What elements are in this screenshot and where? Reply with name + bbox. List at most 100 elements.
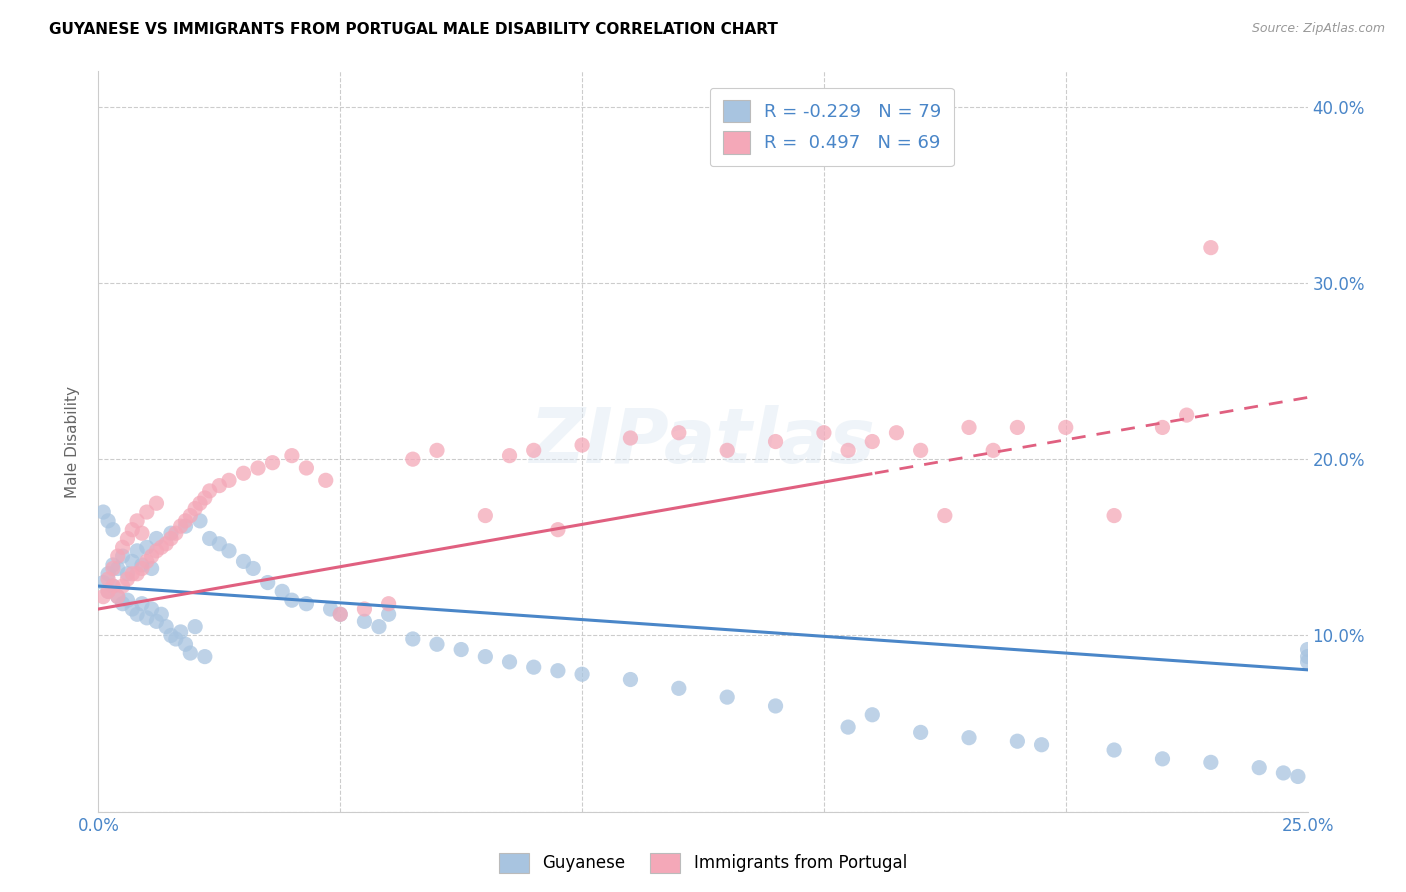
Point <box>619 673 641 687</box>
Point <box>155 619 177 633</box>
Point <box>368 619 391 633</box>
Point <box>450 642 472 657</box>
Point <box>1296 655 1319 669</box>
Point <box>131 558 153 572</box>
Point <box>523 660 546 674</box>
Point <box>232 554 254 568</box>
Point <box>1007 734 1029 748</box>
Point <box>111 597 134 611</box>
Legend: Guyanese, Immigrants from Portugal: Guyanese, Immigrants from Portugal <box>492 847 914 880</box>
Point <box>117 572 139 586</box>
Point <box>127 566 149 581</box>
Point <box>141 602 163 616</box>
Point <box>107 590 129 604</box>
Legend: R = -0.229   N = 79, R =  0.497   N = 69: R = -0.229 N = 79, R = 0.497 N = 69 <box>710 87 953 166</box>
Point <box>247 461 270 475</box>
Point <box>329 607 352 622</box>
Point <box>160 526 183 541</box>
Point <box>934 508 956 523</box>
Point <box>218 544 240 558</box>
Point <box>101 523 124 537</box>
Point <box>141 561 163 575</box>
Point <box>232 467 254 481</box>
Point <box>160 628 183 642</box>
Point <box>353 615 375 629</box>
Point <box>107 590 129 604</box>
Point <box>218 473 240 487</box>
Point <box>716 443 738 458</box>
Point <box>1102 743 1125 757</box>
Point <box>97 572 120 586</box>
Point <box>1272 766 1295 780</box>
Point <box>571 667 593 681</box>
Point <box>188 496 211 510</box>
Point <box>668 425 690 440</box>
Point <box>127 607 149 622</box>
Point <box>131 561 153 575</box>
Point <box>208 537 231 551</box>
Point <box>1296 649 1319 664</box>
Point <box>402 632 425 646</box>
Point <box>377 597 399 611</box>
Point <box>208 478 231 492</box>
Point <box>1102 508 1125 523</box>
Point <box>1054 420 1077 434</box>
Point <box>198 483 221 498</box>
Point <box>765 434 787 449</box>
Point <box>256 575 278 590</box>
Point <box>765 698 787 713</box>
Point <box>150 607 173 622</box>
Point <box>141 549 163 563</box>
Point <box>145 615 167 629</box>
Point <box>319 602 342 616</box>
Point <box>131 597 153 611</box>
Y-axis label: Male Disability: Male Disability <box>65 385 80 498</box>
Point <box>127 544 149 558</box>
Point <box>377 607 399 622</box>
Point <box>474 508 496 523</box>
Point <box>135 541 157 555</box>
Point <box>1199 241 1222 255</box>
Point <box>668 681 690 696</box>
Point <box>145 532 167 546</box>
Point <box>498 655 520 669</box>
Point <box>619 431 641 445</box>
Point <box>97 584 120 599</box>
Point <box>160 532 183 546</box>
Point <box>523 443 546 458</box>
Point <box>101 561 124 575</box>
Point <box>981 443 1004 458</box>
Point <box>1199 756 1222 770</box>
Point <box>271 584 294 599</box>
Point <box>837 443 859 458</box>
Point <box>131 526 153 541</box>
Point <box>117 532 139 546</box>
Point <box>813 425 835 440</box>
Point <box>97 584 120 599</box>
Point <box>1007 420 1029 434</box>
Point <box>716 690 738 705</box>
Point <box>91 575 114 590</box>
Point <box>169 519 191 533</box>
Point <box>281 449 304 463</box>
Point <box>135 611 157 625</box>
Point <box>135 554 157 568</box>
Point <box>97 514 120 528</box>
Point <box>1152 420 1174 434</box>
Point <box>97 566 120 581</box>
Point <box>547 523 569 537</box>
Point <box>135 505 157 519</box>
Point <box>101 558 124 572</box>
Point <box>1286 769 1309 783</box>
Point <box>184 501 207 516</box>
Point <box>571 438 593 452</box>
Point <box>188 514 211 528</box>
Point <box>315 473 337 487</box>
Point <box>107 549 129 563</box>
Point <box>957 731 980 745</box>
Point <box>242 561 264 575</box>
Point <box>179 646 201 660</box>
Point <box>127 514 149 528</box>
Point <box>194 649 217 664</box>
Point <box>295 597 318 611</box>
